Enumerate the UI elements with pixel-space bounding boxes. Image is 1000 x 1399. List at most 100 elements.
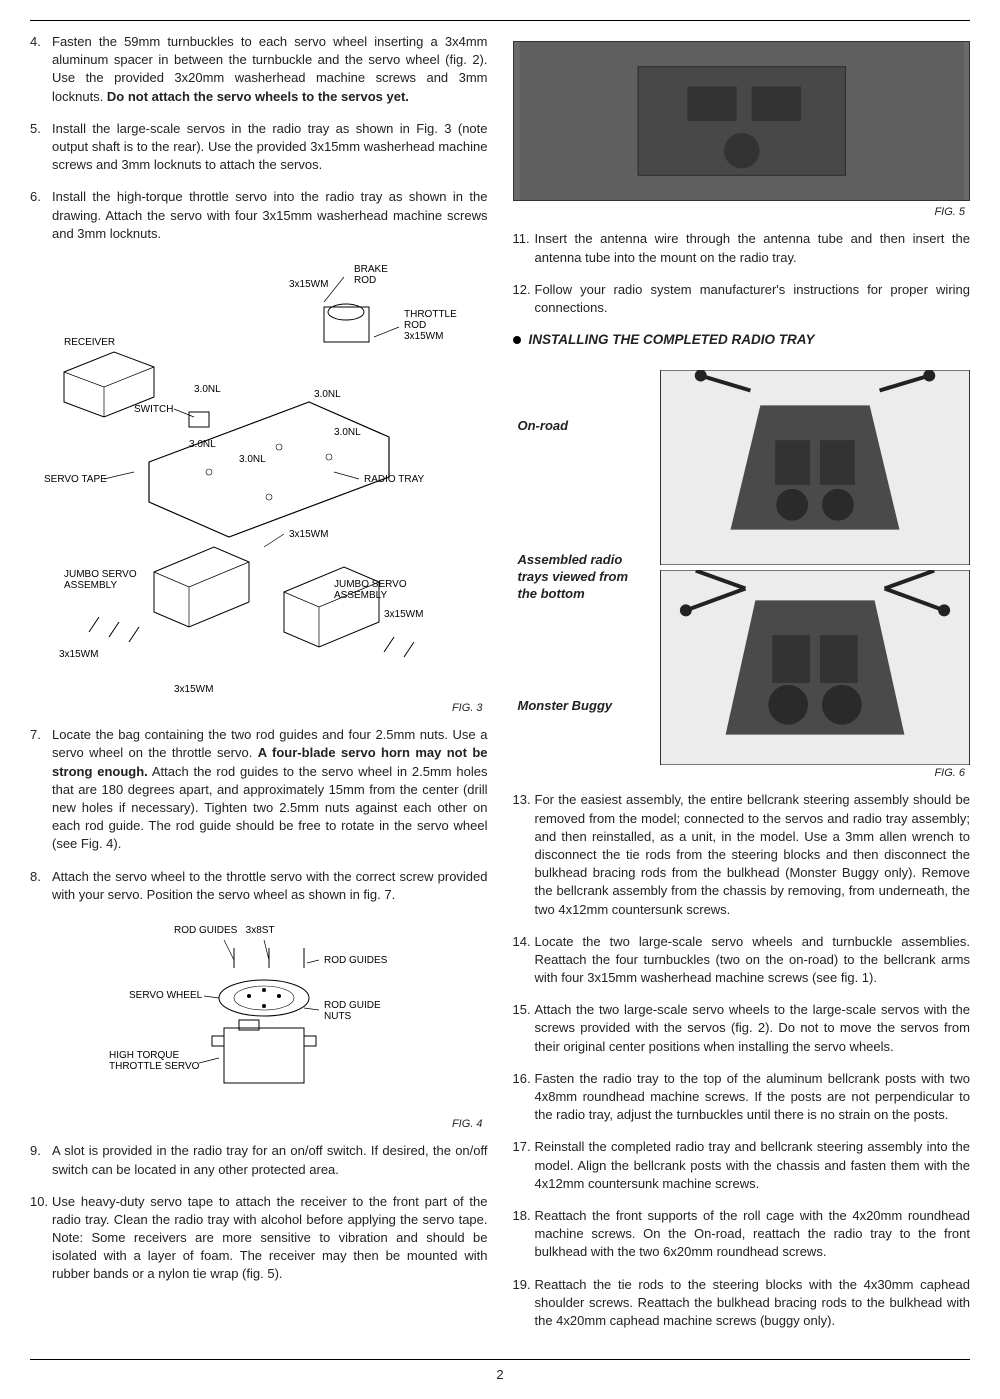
step-10: 10. Use heavy-duty servo tape to attach … bbox=[30, 1193, 488, 1284]
fig6-caption: FIG. 6 bbox=[513, 766, 971, 781]
fig4-caption: FIG. 4 bbox=[30, 1117, 488, 1132]
step-num: 19. bbox=[513, 1276, 535, 1331]
svg-text:3x15WM: 3x15WM bbox=[384, 609, 423, 620]
section-header: INSTALLING THE COMPLETED RADIO TRAY bbox=[513, 331, 971, 350]
step-num: 9. bbox=[30, 1142, 52, 1178]
step-num: 5. bbox=[30, 120, 52, 175]
step-text: Attach the two large-scale servo wheels … bbox=[535, 1001, 971, 1056]
figure-5 bbox=[513, 41, 971, 201]
svg-text:SERVO TAPE: SERVO TAPE bbox=[44, 474, 107, 485]
svg-text:ASSEMBLY: ASSEMBLY bbox=[64, 580, 117, 591]
step-text: Insert the antenna wire through the ante… bbox=[535, 230, 971, 266]
svg-text:SERVO WHEEL: SERVO WHEEL bbox=[129, 990, 203, 1001]
step-text: Follow your radio system manufacturer's … bbox=[535, 281, 971, 317]
svg-text:THROTTLE SERVO: THROTTLE SERVO bbox=[109, 1061, 200, 1072]
steps-7-8: 7. Locate the bag containing the two rod… bbox=[30, 726, 488, 904]
step-11: 11. Insert the antenna wire through the … bbox=[513, 230, 971, 266]
step-num: 13. bbox=[513, 791, 535, 918]
figure-6: On-road Assembled radio trays viewed fro… bbox=[513, 362, 971, 762]
svg-text:3.0NL: 3.0NL bbox=[314, 389, 341, 400]
step-text: Attach the servo wheel to the throttle s… bbox=[52, 868, 488, 904]
page-content: 4. Fasten the 59mm turnbuckles to each s… bbox=[30, 20, 970, 1360]
step-num: 14. bbox=[513, 933, 535, 988]
step-7: 7. Locate the bag containing the two rod… bbox=[30, 726, 488, 853]
steps-11-12: 11. Insert the antenna wire through the … bbox=[513, 230, 971, 317]
step-num: 6. bbox=[30, 188, 52, 243]
step-num: 4. bbox=[30, 33, 52, 106]
step-text: Locate the two large-scale servo wheels … bbox=[535, 933, 971, 988]
svg-text:BRAKE: BRAKE bbox=[354, 264, 388, 275]
figure-4: ROD GUIDES 3x8ST ROD GUIDES SERVO WHEEL bbox=[30, 918, 488, 1113]
step-text: Fasten the radio tray to the top of the … bbox=[535, 1070, 971, 1125]
svg-text:3x15WM: 3x15WM bbox=[289, 279, 328, 290]
section-title: INSTALLING THE COMPLETED RADIO TRAY bbox=[529, 331, 815, 350]
svg-text:JUMBO SERVO: JUMBO SERVO bbox=[64, 569, 137, 580]
svg-text:ROD: ROD bbox=[354, 275, 376, 286]
svg-text:ASSEMBLY: ASSEMBLY bbox=[334, 590, 387, 601]
step-num: 16. bbox=[513, 1070, 535, 1125]
step-num: 12. bbox=[513, 281, 535, 317]
step-text: Reattach the front supports of the roll … bbox=[535, 1207, 971, 1262]
svg-text:3.0NL: 3.0NL bbox=[194, 384, 221, 395]
svg-text:RADIO TRAY: RADIO TRAY bbox=[364, 474, 425, 485]
svg-text:3x15WM: 3x15WM bbox=[174, 684, 213, 695]
label-assembly: Assembled radio trays viewed from the bo… bbox=[518, 552, 638, 603]
step-5: 5. Install the large-scale servos in the… bbox=[30, 120, 488, 175]
fig3-caption: FIG. 3 bbox=[30, 701, 488, 716]
step-text: Use heavy-duty servo tape to attach the … bbox=[52, 1193, 488, 1284]
right-column: FIG. 5 11. Insert the antenna wire throu… bbox=[513, 33, 971, 1344]
step-text: Reattach the tie rods to the steering bl… bbox=[535, 1276, 971, 1331]
step-14: 14. Locate the two large-scale servo whe… bbox=[513, 933, 971, 988]
svg-text:SWITCH: SWITCH bbox=[134, 404, 173, 415]
label-buggy: Monster Buggy bbox=[518, 697, 613, 715]
step-num: 15. bbox=[513, 1001, 535, 1056]
step-17: 17. Reinstall the completed radio tray a… bbox=[513, 1138, 971, 1193]
step-num: 8. bbox=[30, 868, 52, 904]
svg-text:NUTS: NUTS bbox=[324, 1011, 352, 1022]
svg-text:HIGH TORQUE: HIGH TORQUE bbox=[109, 1050, 180, 1061]
bullet-icon bbox=[513, 336, 521, 344]
svg-text:JUMBO SERVO: JUMBO SERVO bbox=[334, 579, 407, 590]
step-num: 10. bbox=[30, 1193, 52, 1284]
step-text: Install the high-torque throttle servo i… bbox=[52, 188, 488, 243]
step-text: Reinstall the completed radio tray and b… bbox=[535, 1138, 971, 1193]
step-13: 13. For the easiest assembly, the entire… bbox=[513, 791, 971, 918]
svg-text:3.0NL: 3.0NL bbox=[189, 439, 216, 450]
svg-text:3x15WM: 3x15WM bbox=[289, 529, 328, 540]
label-onroad: On-road bbox=[518, 417, 569, 435]
steps-9-10: 9. A slot is provided in the radio tray … bbox=[30, 1142, 488, 1283]
step-16: 16. Fasten the radio tray to the top of … bbox=[513, 1070, 971, 1125]
step-6: 6. Install the high-torque throttle serv… bbox=[30, 188, 488, 243]
step-18: 18. Reattach the front supports of the r… bbox=[513, 1207, 971, 1262]
svg-text:ROD: ROD bbox=[404, 320, 426, 331]
step-text: Install the large-scale servos in the ra… bbox=[52, 120, 488, 175]
step-text: For the easiest assembly, the entire bel… bbox=[535, 791, 971, 918]
step-text: Locate the bag containing the two rod gu… bbox=[52, 726, 488, 853]
svg-text:THROTTLE: THROTTLE bbox=[404, 309, 457, 320]
step-num: 7. bbox=[30, 726, 52, 853]
step-12: 12. Follow your radio system manufacture… bbox=[513, 281, 971, 317]
svg-text:RECEIVER: RECEIVER bbox=[64, 337, 115, 348]
step-9: 9. A slot is provided in the radio tray … bbox=[30, 1142, 488, 1178]
page-number: 2 bbox=[30, 1366, 970, 1384]
svg-text:3.0NL: 3.0NL bbox=[334, 427, 361, 438]
left-column: 4. Fasten the 59mm turnbuckles to each s… bbox=[30, 33, 488, 1344]
step-num: 18. bbox=[513, 1207, 535, 1262]
svg-text:3.0NL: 3.0NL bbox=[239, 454, 266, 465]
fig5-caption: FIG. 5 bbox=[513, 205, 971, 220]
step-text: Fasten the 59mm turnbuckles to each serv… bbox=[52, 33, 488, 106]
svg-text:ROD GUIDES 3x8ST: ROD GUIDES 3x8ST bbox=[174, 925, 275, 936]
step-num: 17. bbox=[513, 1138, 535, 1193]
figure-3: BRAKE ROD 3x15WM THROTTLE ROD 3x15WM REC… bbox=[30, 257, 488, 697]
svg-text:ROD GUIDES: ROD GUIDES bbox=[324, 955, 388, 966]
step-8: 8. Attach the servo wheel to the throttl… bbox=[30, 868, 488, 904]
step-19: 19. Reattach the tie rods to the steerin… bbox=[513, 1276, 971, 1331]
svg-text:ROD GUIDE: ROD GUIDE bbox=[324, 1000, 381, 1011]
step-num: 11. bbox=[513, 230, 535, 266]
step-15: 15. Attach the two large-scale servo whe… bbox=[513, 1001, 971, 1056]
step-4: 4. Fasten the 59mm turnbuckles to each s… bbox=[30, 33, 488, 106]
step-text: A slot is provided in the radio tray for… bbox=[52, 1142, 488, 1178]
svg-text:3x15WM: 3x15WM bbox=[404, 331, 443, 342]
steps-13-19: 13. For the easiest assembly, the entire… bbox=[513, 791, 971, 1330]
steps-4-6: 4. Fasten the 59mm turnbuckles to each s… bbox=[30, 33, 488, 243]
